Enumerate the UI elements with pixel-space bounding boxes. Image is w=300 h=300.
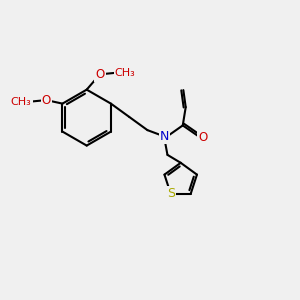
Text: O: O [198, 131, 207, 144]
Text: CH₃: CH₃ [115, 68, 135, 78]
Text: S: S [167, 187, 175, 200]
Text: CH₃: CH₃ [11, 97, 32, 106]
Text: O: O [42, 94, 51, 106]
Text: O: O [95, 68, 105, 81]
Text: N: N [160, 130, 169, 143]
